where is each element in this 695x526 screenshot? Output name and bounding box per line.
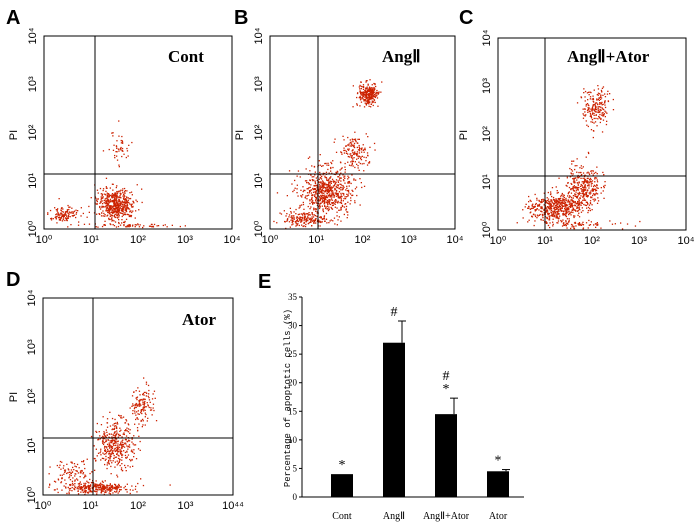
y-tick-label: 10¹: [27, 172, 39, 188]
condition-label: AngⅡ: [382, 47, 421, 66]
x-tick-label: 10¹: [83, 500, 99, 512]
bar-category-label: AngⅡ: [383, 511, 405, 522]
x-tick-label: 10³: [631, 235, 647, 247]
bar-chart-panel: E 0 5 10 15 20 25 30 35 Percentage of apoptotic …: [258, 271, 524, 522]
y-tick-label: 10⁴: [481, 29, 493, 46]
bar-y-tick-label: 20: [288, 378, 298, 388]
flow-panel-A: A Cont PI 10⁰ 10¹ 10² 10³ 10⁴ 10⁰ 10¹ 10² 10³ 10⁴: [6, 7, 241, 246]
significance-mark: *: [495, 454, 502, 469]
y-tick-label: 10⁰: [253, 220, 265, 237]
x-tick-label: 10⁴: [224, 234, 241, 246]
x-tick-label: 10⁴: [447, 234, 464, 246]
panel-letter-D: D: [6, 269, 20, 291]
panel-letter-A: A: [6, 7, 20, 29]
y-tick-label: 10²: [27, 124, 39, 140]
y-tick-label: 10⁰: [27, 220, 39, 237]
scatter-points: [273, 79, 383, 230]
plot-frame: [43, 35, 233, 230]
bar-y-tick-label: 10: [288, 435, 298, 445]
plot-frame: [497, 37, 687, 231]
significance-mark: #: [391, 305, 398, 320]
y-tick-label: 10⁰: [481, 221, 493, 238]
y-tick-label: 10³: [27, 76, 39, 92]
bar-category-label: Cont: [332, 511, 352, 522]
significance-mark: *: [339, 458, 346, 473]
x-tick-label: 10¹: [308, 234, 324, 246]
y-tick-label: 10¹: [481, 174, 493, 190]
bar-y-tick-label: 0: [293, 492, 298, 502]
plot-frame: [42, 297, 234, 496]
x-tick-label: 10³: [401, 234, 417, 246]
x-tick-label: 10⁰: [490, 235, 507, 247]
condition-label: Ator: [182, 310, 216, 329]
x-tick-label: 10⁰: [35, 500, 52, 512]
flow-panel-D: D Ator PI 10⁰ 10¹ 10² 10³ 10⁴⁴ 10⁰ 10¹ 10² 10³ 10⁴: [6, 269, 244, 512]
y-axis-label: PI: [8, 130, 20, 140]
x-tick-label: 10²: [584, 235, 600, 247]
x-tick-label: 10⁴: [678, 235, 695, 247]
y-tick-label: 10²: [26, 388, 38, 404]
flow-panel-B: B AngⅡ PI 10⁰ 10¹ 10² 10³ 10⁴ 10⁰ 10¹ 10² 10³ 10⁴: [234, 7, 464, 246]
y-tick-label: 10²: [481, 126, 493, 142]
x-tick-label: 10¹: [83, 234, 99, 246]
bar-y-tick-label: 5: [293, 463, 298, 473]
y-tick-label: 10²: [253, 124, 265, 140]
x-tick-label: 10²: [355, 234, 371, 246]
y-axis-label: PI: [234, 130, 246, 140]
y-tick-label: 10⁰: [26, 486, 38, 503]
bar-category-label: Ator: [489, 511, 508, 522]
flow-panel-C: C AngⅡ+Ator PI 10⁰ 10¹ 10² 10³ 10⁴ 10⁰ 10¹ 10² 10³ 1…: [458, 7, 695, 247]
x-tick-label: 10⁰: [262, 234, 279, 246]
bar-3: [487, 471, 509, 497]
x-tick-label: 10²: [130, 234, 146, 246]
scatter-points: [48, 377, 171, 496]
y-tick-label: 10¹: [26, 437, 38, 453]
y-tick-label: 10³: [26, 339, 38, 355]
y-tick-label: 10⁴: [26, 289, 38, 306]
x-tick-label: 10³: [178, 500, 194, 512]
y-tick-label: 10⁴: [27, 27, 39, 44]
condition-label: AngⅡ+Ator: [567, 47, 650, 66]
bar-y-tick-label: 35: [288, 292, 298, 302]
bar-y-tick-label: 15: [288, 406, 298, 416]
bar-2: [435, 414, 457, 497]
scatter-points: [516, 85, 641, 230]
x-tick-label: 10³: [177, 234, 193, 246]
y-tick-label: 10³: [253, 76, 265, 92]
bar-y-axis-label: Percentage of apoptotic cells (%): [283, 309, 293, 487]
plot-frame: [269, 35, 456, 230]
panel-letter-C: C: [459, 7, 473, 29]
significance-mark: *: [443, 382, 450, 397]
y-axis-label: PI: [458, 130, 470, 140]
significance-mark: #: [443, 369, 450, 384]
condition-label: Cont: [168, 47, 204, 66]
panel-letter-E: E: [258, 271, 271, 293]
x-tick-label: 10⁰: [36, 234, 53, 246]
bar-1: [383, 342, 405, 497]
x-tick-label: 10¹: [537, 235, 553, 247]
x-tick-label: 10⁴⁴: [222, 500, 244, 512]
bar-y-tick-label: 30: [288, 321, 298, 331]
y-axis-label: PI: [8, 392, 20, 402]
bar-y-tick-label: 25: [288, 349, 298, 359]
y-tick-label: 10¹: [253, 172, 265, 188]
bar-category-label: AngⅡ+Ator: [423, 511, 470, 522]
x-tick-label: 10²: [130, 500, 146, 512]
y-tick-label: 10³: [481, 78, 493, 94]
panel-letter-B: B: [234, 7, 248, 29]
bar-0: [331, 474, 353, 497]
scatter-points: [47, 120, 186, 229]
y-tick-label: 10⁴: [253, 27, 265, 44]
